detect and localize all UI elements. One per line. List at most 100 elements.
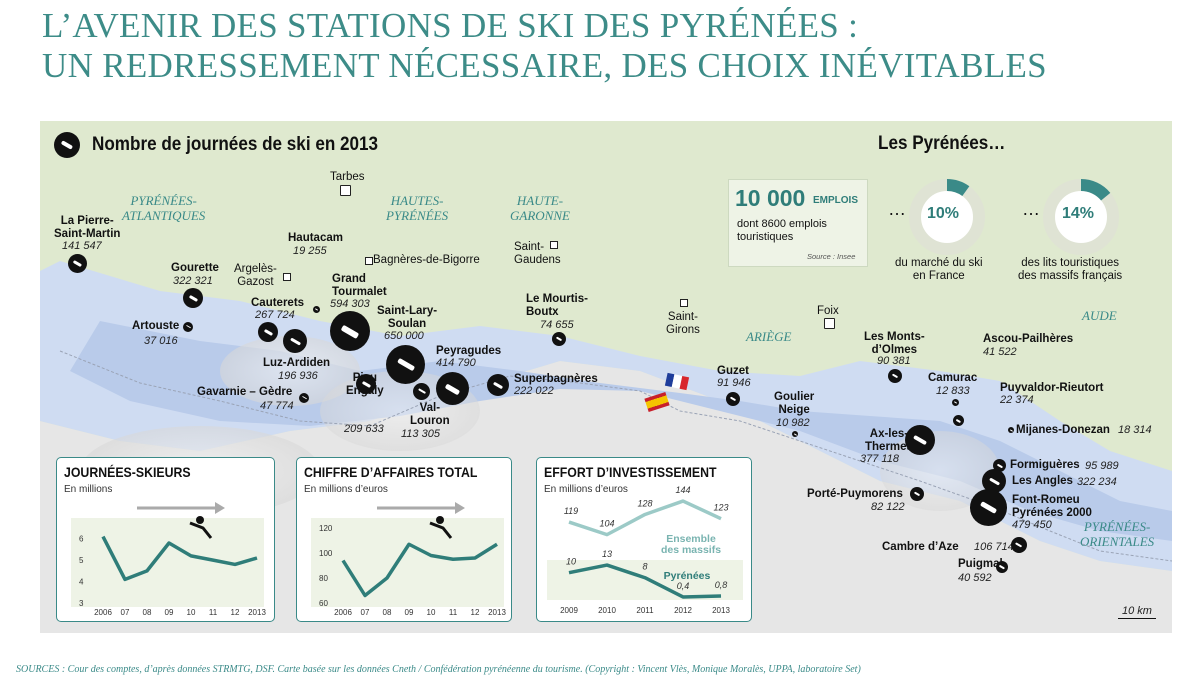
station-marker bbox=[299, 393, 309, 403]
station-name: Les Angles bbox=[1012, 475, 1073, 487]
station-marker bbox=[283, 329, 307, 353]
town-marker bbox=[365, 257, 373, 265]
station-value: 10 982 bbox=[776, 417, 810, 429]
info-title: Les Pyrénées… bbox=[878, 133, 1006, 154]
y-tick-label: 3 bbox=[79, 599, 84, 608]
station-value: 141 547 bbox=[62, 240, 102, 252]
station-value: 414 790 bbox=[436, 357, 476, 369]
x-tick-label: 08 bbox=[383, 608, 392, 617]
station-value: 41 522 bbox=[983, 346, 1017, 358]
station-marker bbox=[910, 487, 924, 501]
station-name: Goulier Neige bbox=[774, 391, 815, 416]
y-tick-label: 6 bbox=[79, 535, 84, 544]
scale-bar bbox=[1118, 618, 1156, 619]
x-tick-label: 2013 bbox=[488, 608, 506, 617]
series-label: Ensemble bbox=[666, 533, 716, 545]
sources-footer: SOURCES : Cour des comptes, d’après donn… bbox=[16, 664, 861, 675]
town-bagneres: Bagnères-de-Bigorre bbox=[373, 254, 480, 266]
chart-unit: En millions bbox=[64, 484, 113, 495]
station-marker bbox=[996, 561, 1008, 573]
station-marker bbox=[413, 383, 430, 400]
station-name: Superbagnères bbox=[514, 373, 598, 385]
station-value: 91 946 bbox=[717, 377, 751, 389]
data-label: 0,4 bbox=[677, 581, 690, 591]
chart-panel-investissement: EFFORT D’INVESTISSEMENT En millions d’eu… bbox=[536, 457, 752, 622]
town-marker bbox=[680, 299, 688, 307]
station-value: 594 303 bbox=[330, 298, 370, 310]
map-panel: Nombre de journées de ski en 2013 PYRÉNÉ… bbox=[40, 121, 1172, 633]
station-marker bbox=[330, 311, 370, 351]
station-value: 377 118 bbox=[860, 453, 899, 465]
data-label: 128 bbox=[637, 498, 652, 508]
x-tick-label: 09 bbox=[405, 608, 414, 617]
stat1-label: du marché du ski en France bbox=[895, 257, 983, 282]
plot-area bbox=[547, 560, 743, 600]
station-marker bbox=[436, 372, 469, 405]
station-value: 37 016 bbox=[144, 335, 178, 347]
series-line bbox=[341, 542, 498, 598]
skier-icon bbox=[189, 521, 213, 539]
station-value: 322 321 bbox=[173, 275, 213, 287]
y-tick-label: 80 bbox=[319, 574, 328, 583]
station-name: Cauterets bbox=[251, 297, 305, 309]
region-ariege: ARIÈGE bbox=[746, 329, 792, 344]
x-tick-label: 10 bbox=[187, 608, 196, 617]
x-tick-label: 11 bbox=[449, 608, 458, 617]
chart-unit: En millions d’euros bbox=[544, 484, 628, 495]
data-label: 144 bbox=[675, 485, 690, 495]
station-name: La Pierre- Saint-Martin bbox=[54, 215, 121, 240]
station-name: Cambre d’Aze bbox=[882, 541, 959, 553]
series-label: Pyrénées bbox=[664, 570, 711, 582]
region-aude: AUDE bbox=[1082, 308, 1117, 323]
station-marker bbox=[792, 431, 798, 437]
station-name: Ascou-Pailhères bbox=[983, 333, 1074, 345]
x-tick-label: 2013 bbox=[248, 608, 266, 617]
x-tick-label: 11 bbox=[209, 608, 218, 617]
stat2-label: des lits touristiques des massifs frança… bbox=[1018, 257, 1123, 282]
station-name: Font-Romeu Pyrénées 2000 bbox=[1012, 494, 1092, 519]
region-pyrenees-atlantiques: PYRÉNÉES- ATLANTIQUES bbox=[122, 193, 206, 223]
map-scale: 10 km bbox=[1122, 605, 1152, 617]
y-tick-label: 100 bbox=[319, 549, 333, 558]
station-name: Val- Louron bbox=[410, 402, 450, 427]
station-marker bbox=[183, 288, 203, 308]
station-value: 479 450 bbox=[1012, 519, 1052, 531]
x-tick-label: 2013 bbox=[712, 606, 730, 615]
donut-tourist-beds bbox=[1043, 179, 1119, 255]
stat1-value: 10% bbox=[927, 205, 960, 222]
station-value: 74 655 bbox=[540, 319, 574, 331]
donut-ski-market bbox=[909, 179, 985, 255]
station-name: Mijanes-Donezan bbox=[1016, 424, 1110, 436]
station-value: 196 936 bbox=[278, 370, 318, 382]
x-tick-label: 09 bbox=[165, 608, 174, 617]
town-tarbes: Tarbes bbox=[330, 171, 365, 183]
y-tick-label: 4 bbox=[79, 578, 84, 587]
town-marker bbox=[283, 273, 291, 281]
station-value: 19 255 bbox=[293, 245, 327, 257]
station-name: Puigmal bbox=[958, 558, 1003, 570]
jobs-unit: EMPLOIS bbox=[813, 195, 859, 206]
station-value: 90 381 bbox=[877, 355, 911, 367]
station-name: Le Mourtis- Boutx bbox=[526, 293, 588, 318]
station-value: 22 374 bbox=[1000, 394, 1034, 406]
data-label: 13 bbox=[602, 549, 612, 559]
station-marker bbox=[726, 392, 740, 406]
town-argeles: Argelès- Gazost bbox=[234, 263, 277, 288]
x-tick-label: 2006 bbox=[94, 608, 112, 617]
skier-icon bbox=[436, 516, 444, 524]
station-name: Ax-les- Thermes bbox=[865, 428, 913, 453]
station-name: Peyragudes bbox=[436, 345, 502, 357]
station-name: Hautacam bbox=[288, 232, 343, 244]
page-title: L’AVENIR DES STATIONS DE SKI DES PYRÉNÉE… bbox=[42, 6, 1047, 86]
x-tick-label: 2006 bbox=[334, 608, 352, 617]
skier-icon bbox=[54, 132, 80, 158]
trend-arrow-head bbox=[215, 502, 225, 514]
town-marker bbox=[550, 241, 558, 249]
station-marker bbox=[905, 425, 935, 455]
x-tick-label: 07 bbox=[361, 608, 370, 617]
data-label: 104 bbox=[599, 519, 614, 529]
series-label: des massifs bbox=[661, 544, 721, 556]
region-hautes-pyrenees: HAUTES- PYRÉNÉES bbox=[386, 193, 449, 223]
station-marker bbox=[552, 332, 566, 346]
data-label: 8 bbox=[642, 562, 647, 572]
